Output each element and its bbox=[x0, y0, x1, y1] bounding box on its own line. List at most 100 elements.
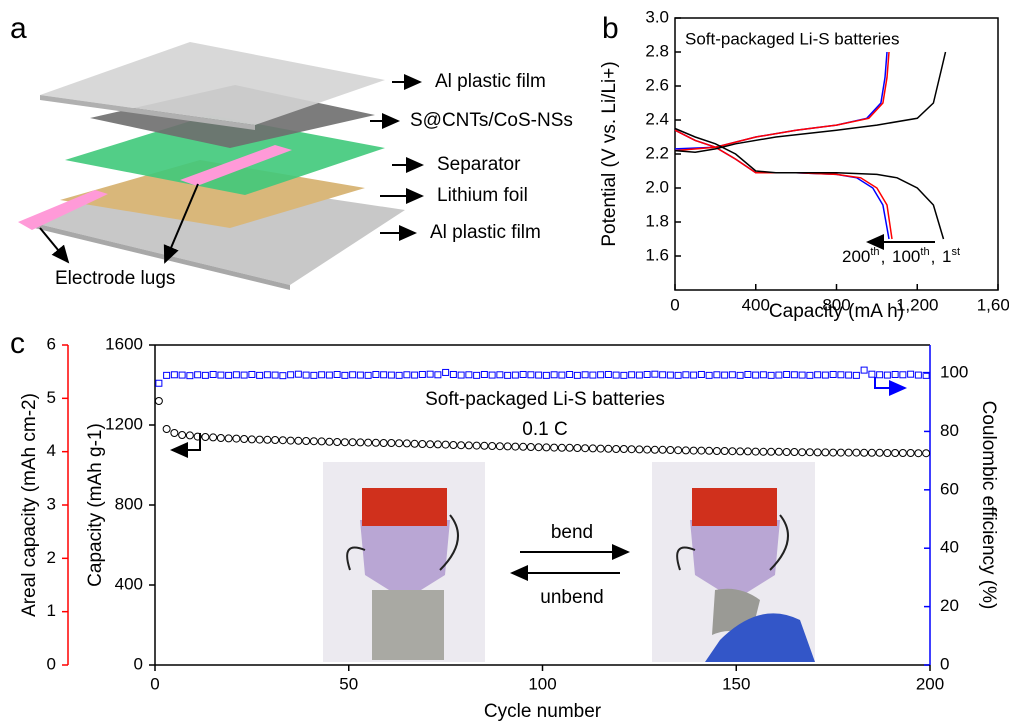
ce-point bbox=[249, 371, 255, 377]
ce-point bbox=[621, 372, 627, 378]
capacity-point bbox=[403, 440, 410, 447]
capacity-point bbox=[644, 446, 651, 453]
layer-label: Lithium foil bbox=[437, 185, 528, 206]
ce-point bbox=[388, 372, 394, 378]
ce-point bbox=[334, 371, 340, 377]
capacity-point bbox=[171, 430, 178, 437]
capacity-point bbox=[372, 439, 379, 446]
capacity-point bbox=[427, 441, 434, 448]
ce-point bbox=[799, 372, 805, 378]
capacity-point bbox=[907, 450, 914, 457]
capacity-point bbox=[597, 445, 604, 452]
ce-point bbox=[590, 372, 596, 378]
capacity-point bbox=[830, 449, 837, 456]
capacity-point bbox=[380, 440, 387, 447]
ce-point bbox=[280, 373, 286, 379]
capacity-point bbox=[628, 446, 635, 453]
ce-point bbox=[822, 372, 828, 378]
ce-point bbox=[342, 372, 348, 378]
ce-point bbox=[559, 372, 565, 378]
ce-point bbox=[497, 372, 503, 378]
layer-label: S@CNTs/CoS-NSs bbox=[410, 110, 573, 131]
y-tick-label: 3 bbox=[47, 494, 56, 513]
ce-point bbox=[489, 372, 495, 378]
y-tick-label: 2 bbox=[47, 548, 56, 567]
y-tick-label: 4 bbox=[47, 441, 56, 460]
photo-flat bbox=[323, 462, 485, 662]
capacity-point bbox=[899, 450, 906, 457]
ce-point bbox=[683, 372, 689, 378]
capacity-point bbox=[520, 443, 527, 450]
capacity-point bbox=[605, 445, 612, 452]
ce-point bbox=[853, 372, 859, 378]
ce-point bbox=[776, 372, 782, 378]
capacity-point bbox=[248, 436, 255, 443]
capacity-point bbox=[411, 440, 418, 447]
y-tick-label: 40 bbox=[940, 538, 959, 557]
capacity-point bbox=[667, 447, 674, 454]
capacity-point bbox=[775, 448, 782, 455]
capacity-point bbox=[566, 444, 573, 451]
capacity-point bbox=[341, 439, 348, 446]
ce-point bbox=[900, 372, 906, 378]
ce-point bbox=[241, 372, 247, 378]
capacity-point bbox=[186, 432, 193, 439]
photo-led bbox=[362, 488, 447, 526]
panel-label: c bbox=[10, 327, 25, 360]
y-tick-label: 20 bbox=[940, 596, 959, 615]
ce-point bbox=[171, 372, 177, 378]
y3-axis-label: Areal capacity (mAh cm-2) bbox=[19, 393, 40, 617]
legend-separator: , bbox=[881, 247, 890, 266]
ce-point bbox=[652, 371, 658, 377]
capacity-point bbox=[837, 449, 844, 456]
ce-point bbox=[908, 371, 914, 377]
layer-label: Separator bbox=[437, 154, 521, 175]
capacity-point bbox=[636, 446, 643, 453]
ce-point bbox=[791, 372, 797, 378]
ce-point bbox=[551, 372, 557, 378]
capacity-point bbox=[450, 442, 457, 449]
y-tick-label: 1600 bbox=[105, 334, 143, 353]
ce-point bbox=[505, 372, 511, 378]
y-tick-label: 400 bbox=[115, 574, 143, 593]
ce-point bbox=[396, 372, 402, 378]
curve bbox=[675, 129, 944, 240]
capacity-point bbox=[434, 441, 441, 448]
ce-point bbox=[179, 372, 185, 378]
y-axis-label: Potential (V vs. Li/Li+) bbox=[599, 61, 620, 246]
capacity-point bbox=[543, 444, 550, 451]
capacity-point bbox=[217, 435, 224, 442]
y-tick-label: 0 bbox=[47, 654, 56, 673]
capacity-point bbox=[752, 448, 759, 455]
capacity-point bbox=[613, 446, 620, 453]
ce-point bbox=[319, 372, 325, 378]
ce-point bbox=[675, 372, 681, 378]
y-tick-label: 1200 bbox=[105, 414, 143, 433]
capacity-point bbox=[256, 436, 263, 443]
ce-point bbox=[419, 371, 425, 377]
capacity-point bbox=[690, 447, 697, 454]
capacity-point bbox=[419, 441, 426, 448]
x-tick-label: 400 bbox=[742, 295, 770, 314]
curve bbox=[675, 52, 946, 152]
ce-point bbox=[195, 372, 201, 378]
ce-point bbox=[605, 371, 611, 377]
capacity-point bbox=[527, 444, 534, 451]
ce-point bbox=[326, 372, 332, 378]
capacity-point bbox=[442, 441, 449, 448]
y-tick-label: 800 bbox=[115, 494, 143, 513]
x-tick-label: 0 bbox=[150, 674, 159, 693]
capacity-point bbox=[814, 449, 821, 456]
y-tick-label: 1.6 bbox=[645, 245, 669, 264]
ce-point bbox=[861, 367, 867, 373]
capacity-point bbox=[760, 448, 767, 455]
photo-led bbox=[692, 488, 777, 526]
capacity-point bbox=[303, 438, 310, 445]
ce-point bbox=[233, 372, 239, 378]
capacity-point bbox=[783, 449, 790, 456]
ce-point bbox=[892, 371, 898, 377]
capacity-point bbox=[179, 432, 186, 439]
capacity-point bbox=[620, 446, 627, 453]
ce-point bbox=[536, 372, 542, 378]
capacity-point bbox=[799, 449, 806, 456]
